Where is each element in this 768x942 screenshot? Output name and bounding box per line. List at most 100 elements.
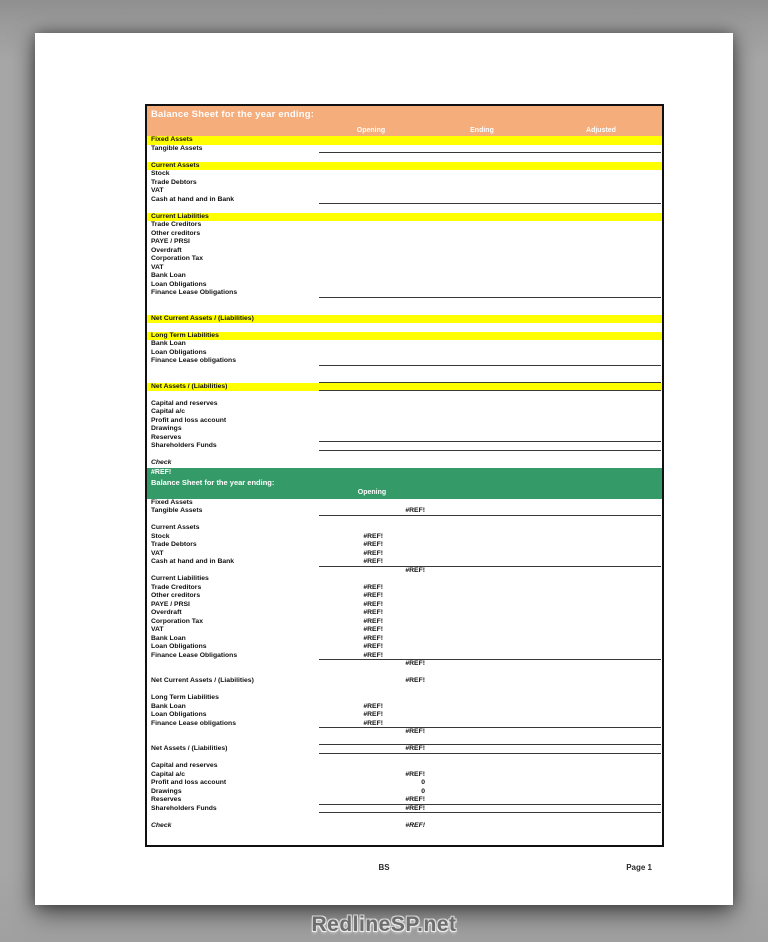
line-item-row: Bank Loan #REF! xyxy=(147,635,662,644)
row-label: Fixed Assets xyxy=(151,498,193,506)
line-item-row: Shareholders Funds #REF! xyxy=(147,804,662,813)
spacer-row xyxy=(147,516,662,525)
row-label: Long Term Liabilities xyxy=(151,694,219,701)
line-item-row: Net Current Assets / (Liabilities) #REF! xyxy=(147,677,662,686)
line-item-row: Trade Creditors xyxy=(147,221,662,230)
section-header-row: Net Assets / (Liabilities) xyxy=(147,382,662,391)
row-label: Tangible Assets xyxy=(151,144,203,152)
cell-value-total: 0 xyxy=(421,779,425,786)
cell-value-detail: #REF! xyxy=(363,702,383,710)
line-item-row: Capital and reserves xyxy=(147,762,662,771)
row-label: Profit and loss account xyxy=(151,416,227,424)
cell-value-detail: #REF! xyxy=(363,617,383,625)
row-label: PAYE / PRSI xyxy=(151,238,190,245)
sheet2-ref-error: #REF! xyxy=(151,468,172,476)
spacer-row xyxy=(147,737,662,745)
sheet2-rows: Fixed Assets Tangible Assets #REF! Current … xyxy=(147,499,662,839)
column-header-ending: Ending xyxy=(470,127,494,134)
cell-value-total: #REF! xyxy=(405,677,425,684)
line-item-row: Overdraft xyxy=(147,247,662,256)
sheet2-header-band: #REF! Balance Sheet for the year ending:… xyxy=(147,467,662,499)
spacer-row xyxy=(147,391,662,400)
line-item-row: Stock #REF! xyxy=(147,533,662,542)
cell-value-detail: #REF! xyxy=(363,609,383,616)
row-label: Shareholders Funds xyxy=(151,804,217,812)
line-item-row: Reserves xyxy=(147,434,662,442)
row-label: Loan Obligations xyxy=(151,711,207,718)
cell-underline xyxy=(319,296,661,298)
cell-underline xyxy=(319,441,661,442)
row-label: Stock xyxy=(151,532,170,540)
line-item-row: Bank Loan xyxy=(147,340,662,349)
cell-value-detail: #REF! xyxy=(363,592,383,599)
row-label: Capital and reserves xyxy=(151,399,218,407)
line-item-row: Tangible Assets xyxy=(147,144,662,153)
line-item-row: Profit and loss account 0 xyxy=(147,779,662,788)
cell-underline xyxy=(319,812,661,813)
spacer-row xyxy=(147,306,662,315)
line-item-row: Finance Lease Obligations xyxy=(147,289,662,298)
row-label: VAT xyxy=(151,549,164,557)
line-item-row: Finance Lease Obligations #REF! xyxy=(147,652,662,660)
spacer-row xyxy=(147,153,662,162)
footer-page-number: Page 1 xyxy=(626,863,652,872)
line-item-row: Trade Creditors #REF! xyxy=(147,584,662,593)
cell-underline xyxy=(319,727,661,728)
line-item-row: Trade Debtors xyxy=(147,179,662,188)
cell-value-total: #REF! xyxy=(405,660,425,667)
sheet1-rows: Fixed Assets Tangible Assets Current Asset… xyxy=(147,136,662,468)
row-label: Drawings xyxy=(151,787,182,795)
row-label: VAT xyxy=(151,626,164,633)
row-label: Corporation Tax xyxy=(151,617,203,625)
cell-underline xyxy=(319,390,661,391)
column-header-adjusted: Adjusted xyxy=(586,127,616,134)
line-item-row: Finance Lease obligations #REF! xyxy=(147,719,662,728)
row-label: VAT xyxy=(151,263,164,271)
line-item-row: Bank Loan xyxy=(147,272,662,281)
spacer-row xyxy=(147,813,662,822)
cell-value-detail: #REF! xyxy=(363,626,383,633)
sheet2-title: Balance Sheet for the year ending: xyxy=(151,478,275,487)
line-item-row: Corporation Tax #REF! xyxy=(147,618,662,627)
line-item-row: Other creditors #REF! xyxy=(147,592,662,601)
cell-value-total: #REF! xyxy=(405,728,425,735)
row-label: Bank Loan xyxy=(151,340,186,347)
line-item-row: Profit and loss account xyxy=(147,417,662,426)
row-label: Finance Lease Obligations xyxy=(151,289,238,296)
total-row: #REF! xyxy=(147,660,662,669)
cell-underline xyxy=(319,744,661,745)
section-header-row: Net Current Assets / (Liabilities) xyxy=(147,314,662,323)
cell-value-detail: #REF! xyxy=(363,541,383,548)
cell-underline xyxy=(319,565,661,567)
row-label: Bank Loan xyxy=(151,702,186,710)
section-header-row: Current Assets xyxy=(147,161,662,170)
cell-underline xyxy=(319,514,661,516)
spacer-row xyxy=(147,830,662,839)
sheet1-header-band: Balance Sheet for the year ending: Openi… xyxy=(147,106,662,136)
row-label: Finance Lease obligations xyxy=(151,357,236,364)
line-item-row: Corporation Tax xyxy=(147,255,662,264)
row-label: Net Assets / (Liabilities) xyxy=(151,382,228,390)
row-label: VAT xyxy=(151,187,164,194)
document-page: Balance Sheet for the year ending: Openi… xyxy=(35,33,733,905)
row-label: Reserves xyxy=(151,796,182,803)
row-label: Net Current Assets / (Liabilities) xyxy=(151,314,254,322)
row-label: Profit and loss account xyxy=(151,779,227,786)
line-item-row: Capital and reserves xyxy=(147,400,662,409)
line-item-row: Cash at hand and in Bank xyxy=(147,196,662,204)
row-label: Capital and reserves xyxy=(151,762,218,769)
cell-value-detail: #REF! xyxy=(363,719,383,727)
cell-underline xyxy=(319,203,661,204)
section-header-row: Current Liabilities xyxy=(147,212,662,221)
footer-sheet-name: BS xyxy=(378,863,390,872)
row-label: Loan Obligations xyxy=(151,280,207,288)
sheet2-column-header-opening: Opening xyxy=(357,488,387,496)
row-label: Loan Obligations xyxy=(151,348,207,356)
spacer-row xyxy=(147,366,662,375)
cell-value-total: #REF! xyxy=(405,821,425,829)
line-item-row: Current Assets xyxy=(147,524,662,533)
line-item-row: Tangible Assets #REF! xyxy=(147,507,662,516)
watermark-text: RedlineSP.net xyxy=(311,913,457,936)
line-item-row: Other creditors xyxy=(147,230,662,239)
row-label: Trade Creditors xyxy=(151,221,202,228)
